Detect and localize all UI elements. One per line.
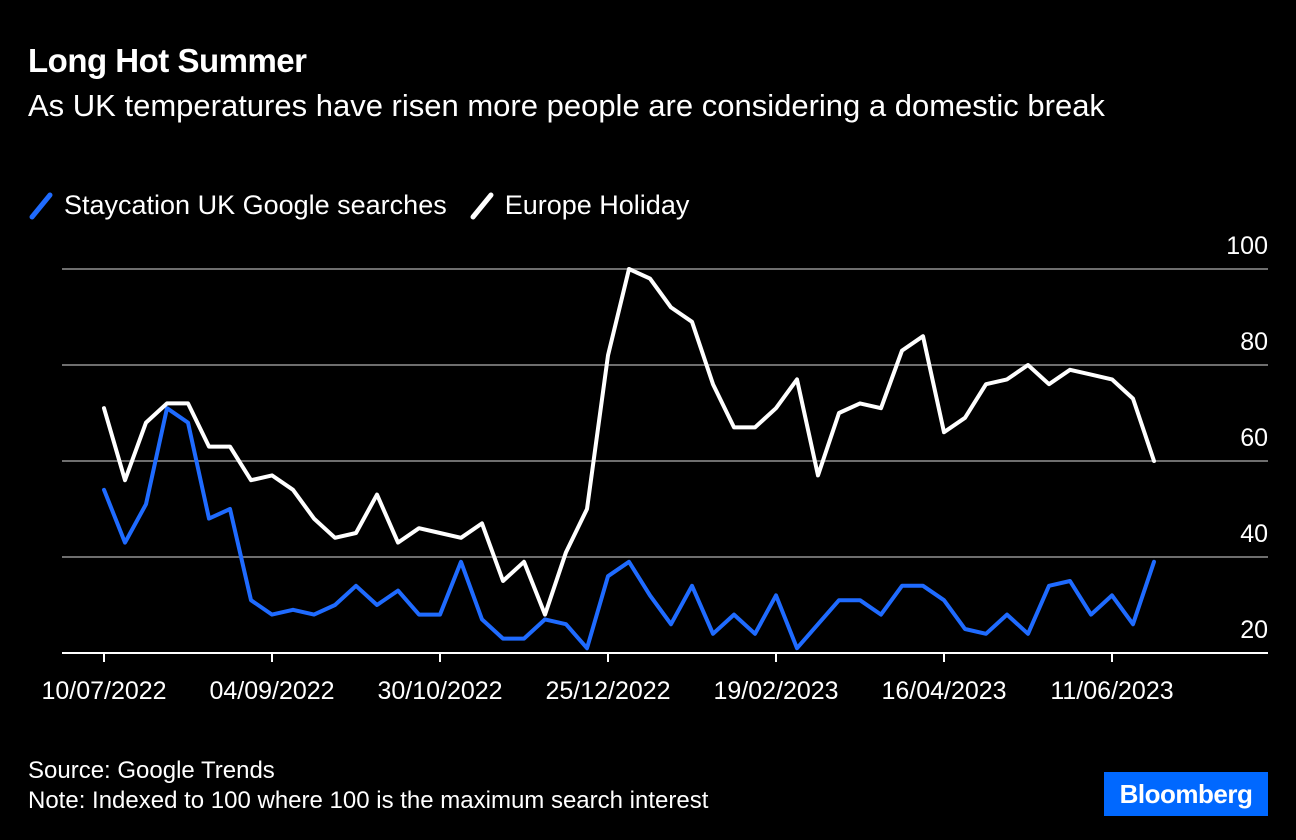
legend-label-europe: Europe Holiday bbox=[504, 190, 690, 220]
chart-footer: Source: Google Trends Note: Indexed to 1… bbox=[28, 756, 708, 816]
legend-item-europe: Europe Holiday bbox=[469, 190, 690, 221]
x-tick-label-40: 16/04/2023 bbox=[881, 677, 1006, 705]
legend-swatch-staycation bbox=[29, 192, 53, 219]
x-tick-label-32: 19/02/2023 bbox=[713, 677, 838, 705]
ytick-label-20: 20 bbox=[1240, 616, 1268, 644]
legend-label-staycation: Staycation UK Google searches bbox=[64, 190, 447, 220]
ytick-label-60: 60 bbox=[1240, 424, 1268, 452]
series-line-staycation bbox=[102, 406, 1156, 651]
chart-plot: 20 40 60 80 100 10/07/2022 04/09/2022 30/10/202… bbox=[41, 232, 1268, 705]
legend: Staycation UK Google searches Europe Hol… bbox=[28, 190, 711, 221]
x-tick-label-48: 11/06/2023 bbox=[1050, 677, 1173, 705]
x-tick-label-16: 30/10/2022 bbox=[377, 677, 502, 705]
bloomberg-logo: Bloomberg bbox=[1104, 772, 1268, 816]
ytick-label-100: 100 bbox=[1226, 232, 1268, 260]
legend-item-staycation: Staycation UK Google searches bbox=[28, 190, 447, 221]
x-tick-label-24: 25/12/2022 bbox=[545, 677, 670, 705]
series-line-europe-holiday bbox=[102, 267, 1156, 617]
chart-subtitle: As UK temperatures have risen more peopl… bbox=[28, 88, 1105, 123]
ytick-label-80: 80 bbox=[1240, 328, 1268, 356]
legend-swatch-europe bbox=[470, 192, 494, 219]
source-note: Source: Google Trends bbox=[28, 757, 275, 784]
x-tick-label-0: 10/07/2022 bbox=[41, 677, 166, 705]
x-tick-label-8: 04/09/2022 bbox=[209, 677, 334, 705]
ytick-label-40: 40 bbox=[1240, 520, 1268, 548]
index-note: Note: Indexed to 100 where 100 is the ma… bbox=[28, 787, 709, 814]
chart-title: Long Hot Summer bbox=[28, 42, 307, 79]
